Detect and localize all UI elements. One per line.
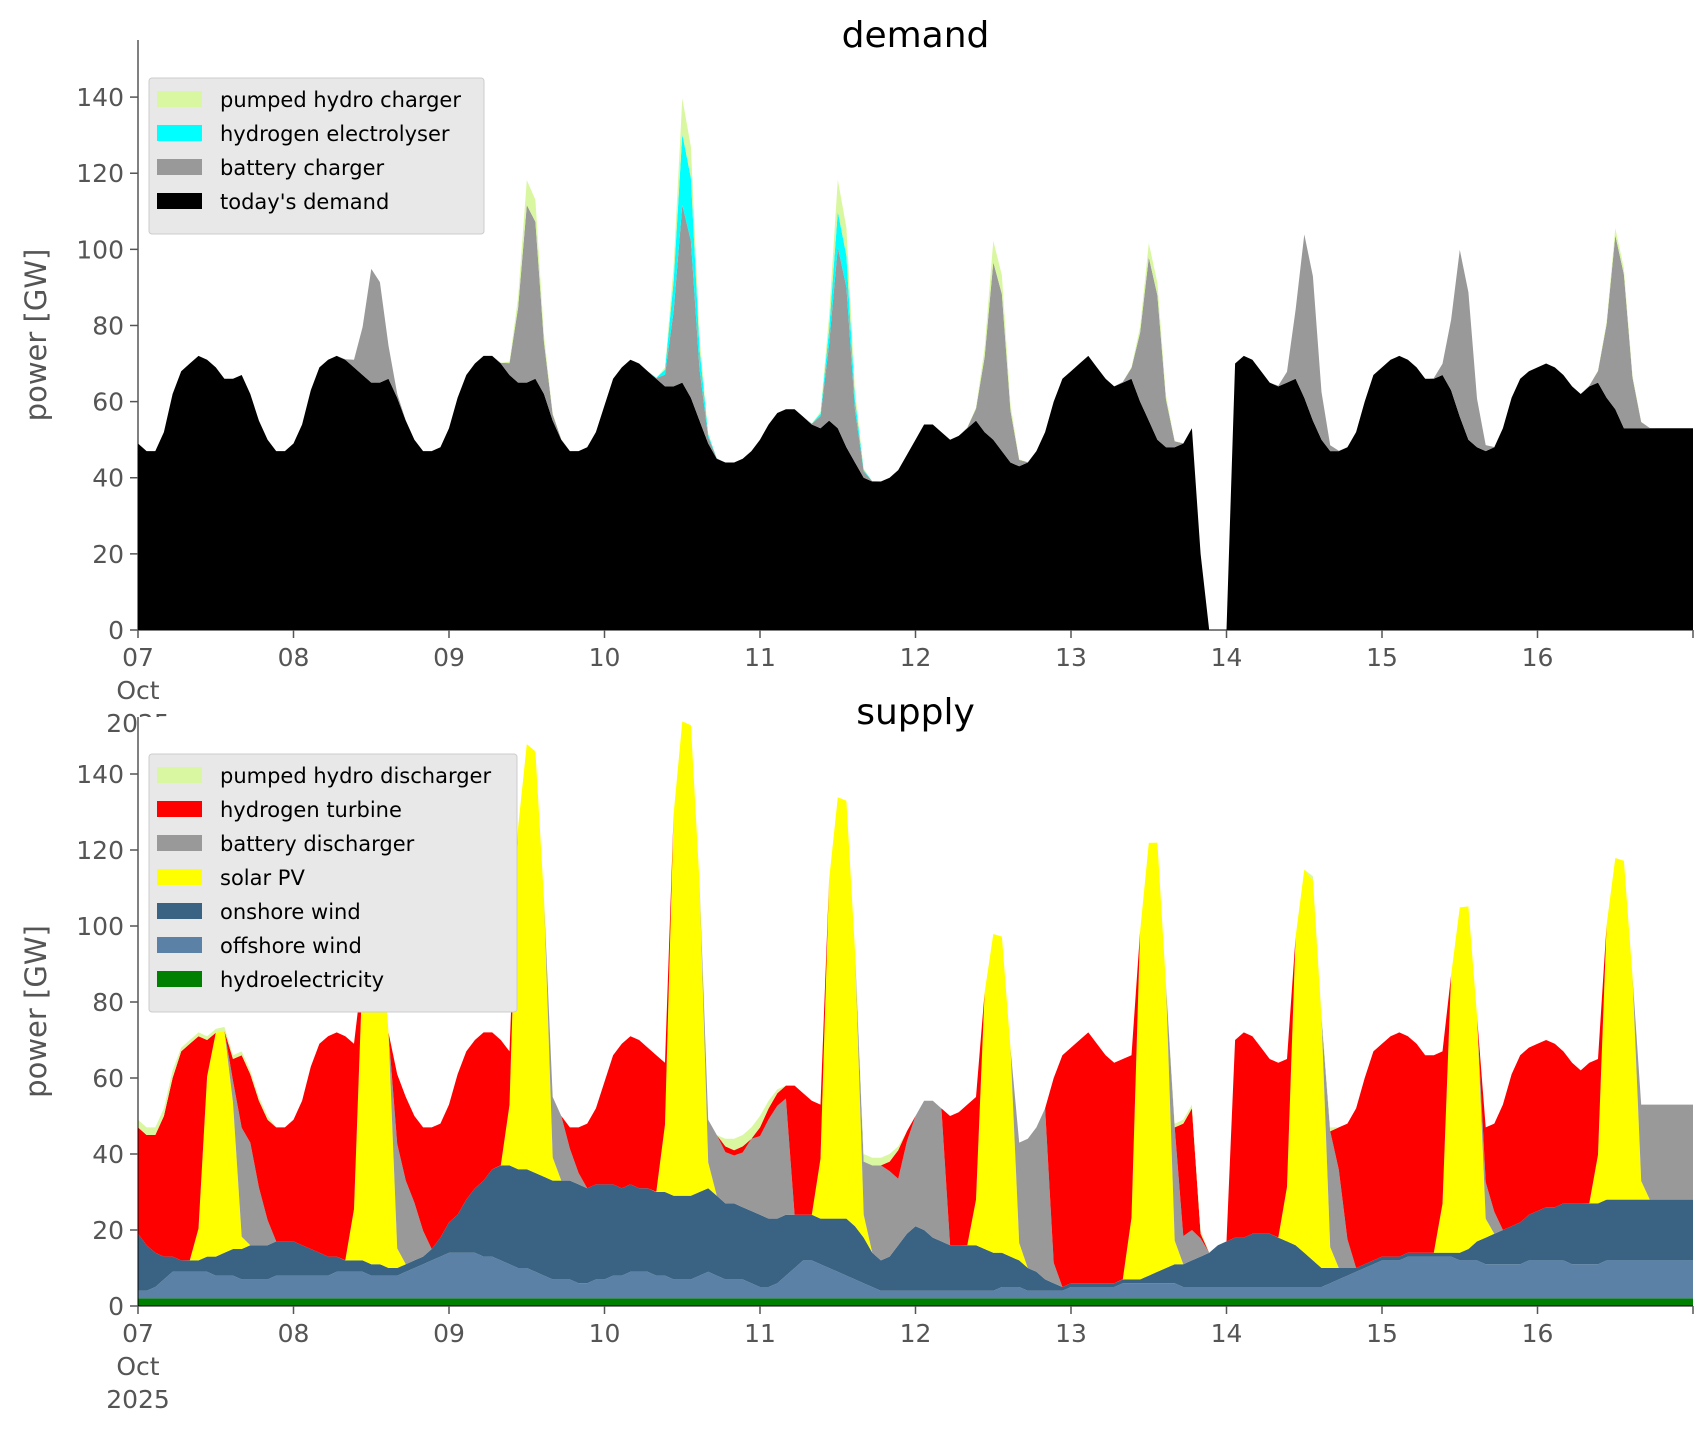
legend-swatch-pumped-hydro-discharger — [157, 767, 202, 783]
area-hydroelectricity — [138, 1298, 1693, 1306]
legend: pumped hydro discharger hydrogen turbine b… — [148, 753, 518, 1013]
legend-label-todays-demand: today's demand — [220, 190, 389, 214]
legend-swatch-hydrogen-turbine — [157, 801, 202, 817]
legend-label-pumped-hydro-discharger: pumped hydro discharger — [220, 764, 491, 788]
x-tick-label: 12 — [900, 643, 932, 672]
legend-swatch-pumped-hydro-charger — [157, 91, 202, 107]
y-tick-label: 120 — [76, 159, 124, 188]
x-tick-label: 08 — [278, 643, 310, 672]
area-battery-discharger — [138, 721, 1693, 1287]
legend-swatch-hydroelectricity — [157, 971, 202, 987]
y-tick-label: 40 — [92, 464, 124, 493]
legend-label-battery-charger: battery charger — [220, 156, 385, 180]
x-tick-label: 16 — [1522, 1319, 1554, 1348]
y-tick-label: 20 — [92, 540, 124, 569]
x-tick-label: 08 — [278, 1319, 310, 1348]
legend: pumped hydro charger hydrogen electrolyse… — [148, 77, 485, 235]
x-tick-label: 2025 — [106, 1385, 170, 1414]
y-tick-label: 140 — [76, 760, 124, 789]
area-onshore-wind — [138, 1165, 1693, 1291]
legend-swatch-battery-discharger — [157, 835, 202, 851]
x-tick-label: 15 — [1366, 643, 1398, 672]
demand-chart: 02040608010012014007Oct20250809101112131… — [19, 15, 1694, 738]
x-tick-label: 10 — [589, 643, 621, 672]
legend-swatch-todays-demand — [157, 193, 202, 209]
legend-box — [148, 753, 518, 1013]
chart-title: demand — [842, 15, 990, 56]
y-tick-label: 100 — [76, 912, 124, 941]
legend-swatch-battery-charger — [157, 159, 202, 175]
legend-label-onshore-wind: onshore wind — [220, 900, 361, 924]
legend-swatch-hydrogen-electrolyser — [157, 125, 202, 141]
legend-label-pumped-hydro-charger: pumped hydro charger — [220, 88, 461, 112]
x-tick-label: 10 — [589, 1319, 621, 1348]
x-tick-label: 12 — [900, 1319, 932, 1348]
supply-chart: 0 20 40 60 80 100 120 140 07 Oct 2025 08 09 10 11 12 13 1… — [19, 692, 1694, 1414]
x-tick-label: 09 — [433, 643, 465, 672]
legend-box — [148, 77, 485, 235]
legend-swatch-onshore-wind — [157, 903, 202, 919]
y-tick-label: 60 — [92, 388, 124, 417]
legend-label-offshore-wind: offshore wind — [220, 934, 362, 958]
x-tick-label: 11 — [744, 643, 776, 672]
x-tick-label: 07 — [122, 1319, 154, 1348]
y-tick-label: 80 — [92, 311, 124, 340]
y-tick-label: 80 — [92, 988, 124, 1017]
x-tick-label: 16 — [1522, 643, 1554, 672]
y-tick-label: 40 — [92, 1140, 124, 1169]
legend-label-hydrogen-turbine: hydrogen turbine — [220, 798, 402, 822]
legend-swatch-offshore-wind — [157, 937, 202, 953]
x-tick-label: 11 — [744, 1319, 776, 1348]
legend-swatch-solar-pv — [157, 869, 202, 885]
x-tick-label: 14 — [1211, 1319, 1243, 1348]
y-tick-label: 120 — [76, 836, 124, 865]
area-hydrogen-turbine — [138, 721, 1693, 1287]
x-tick-label: 09 — [433, 1319, 465, 1348]
area-todays-demand — [138, 355, 1693, 630]
legend-label-battery-discharger: battery discharger — [220, 832, 415, 856]
y-axis-label: power [GW] — [19, 249, 53, 422]
y-tick-label: 60 — [92, 1064, 124, 1093]
x-tick-label: 15 — [1366, 1319, 1398, 1348]
legend-label-solar-pv: solar PV — [220, 866, 305, 890]
chart-title: supply — [856, 692, 975, 733]
legend-label-hydroelectricity: hydroelectricity — [220, 968, 384, 992]
x-tick-label: Oct — [116, 1352, 159, 1381]
y-tick-label: 100 — [76, 235, 124, 264]
x-tick-label: Oct — [116, 676, 159, 705]
y-tick-label: 0 — [108, 616, 124, 645]
x-tick-label: 07 — [122, 643, 154, 672]
x-tick-label: 13 — [1055, 643, 1087, 672]
y-tick-label: 140 — [76, 83, 124, 112]
y-axis-label: power [GW] — [19, 925, 53, 1098]
x-tick-label: 13 — [1055, 1319, 1087, 1348]
area-solar-pv — [138, 721, 1693, 1287]
legend-label-hydrogen-electrolyser: hydrogen electrolyser — [220, 122, 450, 146]
y-tick-label: 20 — [92, 1216, 124, 1245]
y-tick-label: 0 — [108, 1292, 124, 1321]
area-battery-charger — [138, 205, 1693, 630]
x-tick-label: 14 — [1211, 643, 1243, 672]
